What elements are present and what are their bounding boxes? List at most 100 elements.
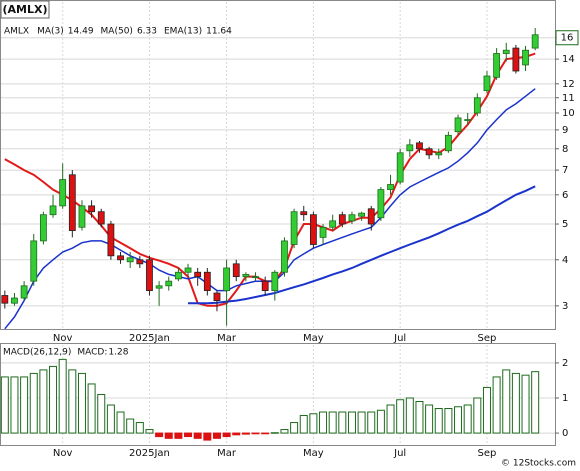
candle-body bbox=[49, 205, 57, 216]
legend-name: MA(50) bbox=[101, 27, 133, 37]
candle-body bbox=[78, 205, 86, 228]
y-tick-label: 6 bbox=[562, 190, 568, 201]
macd-bar bbox=[116, 411, 125, 434]
macd-bar bbox=[328, 411, 337, 434]
macd-bar bbox=[502, 369, 511, 434]
y-tick-label: 1 bbox=[562, 393, 568, 404]
candle-body bbox=[444, 134, 452, 152]
x-tick-label: Jul bbox=[393, 333, 406, 344]
last-price-label: 16 bbox=[561, 33, 574, 44]
y-tick-label: 9 bbox=[562, 125, 568, 136]
candle-body bbox=[165, 280, 173, 287]
y-tick-label: 11 bbox=[562, 93, 575, 104]
macd-bar bbox=[203, 432, 212, 441]
candle-body bbox=[300, 211, 308, 216]
x-tick-label: Sep bbox=[478, 333, 497, 344]
macd-bar bbox=[39, 369, 48, 434]
watermark: © 12Stocks.com bbox=[501, 459, 576, 469]
candle-body bbox=[136, 259, 144, 265]
candle-body bbox=[396, 152, 404, 183]
macd-value-label: MACD: bbox=[77, 348, 107, 358]
y-tick-label: 14 bbox=[562, 54, 575, 65]
x-tick-label: 2025Jan bbox=[129, 448, 170, 459]
macd-bar bbox=[347, 411, 356, 434]
last-price-box bbox=[555, 30, 579, 46]
macd-bar bbox=[87, 383, 96, 434]
macd-value: 1.28 bbox=[108, 348, 128, 358]
macd-bar bbox=[251, 432, 260, 435]
legend-value: 11.64 bbox=[206, 27, 232, 37]
candle-body bbox=[11, 297, 18, 304]
macd-bar bbox=[232, 432, 241, 436]
macd-bar bbox=[97, 393, 106, 434]
candle-body bbox=[329, 220, 337, 228]
macd-bar bbox=[174, 432, 183, 439]
macd-bar bbox=[492, 376, 501, 434]
macd-bar bbox=[531, 371, 540, 434]
candle-body bbox=[483, 75, 491, 92]
candle-body bbox=[319, 226, 327, 238]
candle-body bbox=[252, 276, 259, 279]
macd-bar bbox=[309, 413, 318, 434]
macd-bar bbox=[193, 432, 202, 439]
candle-body bbox=[358, 212, 366, 217]
macd-bar bbox=[396, 399, 405, 434]
legend-value: 6.33 bbox=[137, 27, 157, 37]
candle-body bbox=[1, 295, 9, 304]
y-tick-label: 0 bbox=[562, 428, 568, 439]
macd-bar bbox=[270, 432, 279, 434]
candle-body bbox=[309, 214, 317, 245]
candle-body bbox=[348, 214, 356, 222]
macd-bar bbox=[106, 404, 115, 434]
candle-body bbox=[367, 208, 375, 225]
x-tick-label: Mar bbox=[217, 333, 237, 344]
macd-bar bbox=[319, 411, 328, 434]
macd-panel bbox=[0, 343, 556, 446]
macd-bar bbox=[20, 376, 29, 434]
macd-bar bbox=[49, 365, 58, 434]
macd-bar bbox=[299, 415, 308, 434]
candle-body bbox=[184, 267, 192, 273]
macd-bar bbox=[463, 404, 472, 434]
y-tick-label: 8 bbox=[562, 144, 568, 155]
x-tick-label: 2025Jan bbox=[129, 333, 170, 344]
candle-body bbox=[387, 184, 394, 190]
y-tick-label: 12 bbox=[562, 79, 575, 90]
ma-line bbox=[4, 52, 536, 307]
macd-bar bbox=[280, 429, 289, 434]
macd-bar bbox=[444, 408, 453, 434]
candle-body bbox=[454, 117, 462, 133]
candle-body bbox=[20, 285, 28, 299]
macd-bar bbox=[473, 397, 482, 434]
y-tick-label: 3 bbox=[562, 301, 568, 312]
candle-body bbox=[223, 267, 231, 291]
candle-body bbox=[155, 285, 163, 289]
candle-body bbox=[68, 174, 76, 231]
macd-bar bbox=[521, 374, 530, 434]
macd-bar bbox=[155, 432, 164, 438]
chart-title: (AMLX) bbox=[2, 3, 47, 16]
macd-bar bbox=[184, 432, 193, 438]
macd-bar bbox=[261, 432, 270, 435]
candle-body bbox=[107, 223, 115, 257]
candle-body bbox=[88, 205, 96, 213]
x-tick-label: May bbox=[303, 333, 324, 344]
macd-bar bbox=[29, 372, 38, 434]
macd-bar bbox=[386, 404, 395, 434]
candle-body bbox=[213, 292, 221, 301]
candle-body bbox=[39, 214, 47, 242]
macd-bar bbox=[290, 422, 299, 434]
candle-body bbox=[97, 211, 105, 225]
candle-body bbox=[473, 97, 481, 114]
candle-body bbox=[290, 211, 298, 245]
legend-name: MA(3) bbox=[37, 27, 64, 37]
macd-bar bbox=[482, 386, 491, 434]
ma-line bbox=[188, 185, 536, 305]
macd-bar bbox=[425, 404, 434, 434]
candle-body bbox=[126, 257, 134, 263]
macd-bar bbox=[0, 376, 9, 434]
candle-body bbox=[377, 189, 385, 219]
macd-bar bbox=[68, 369, 77, 434]
candle-body bbox=[416, 142, 423, 150]
